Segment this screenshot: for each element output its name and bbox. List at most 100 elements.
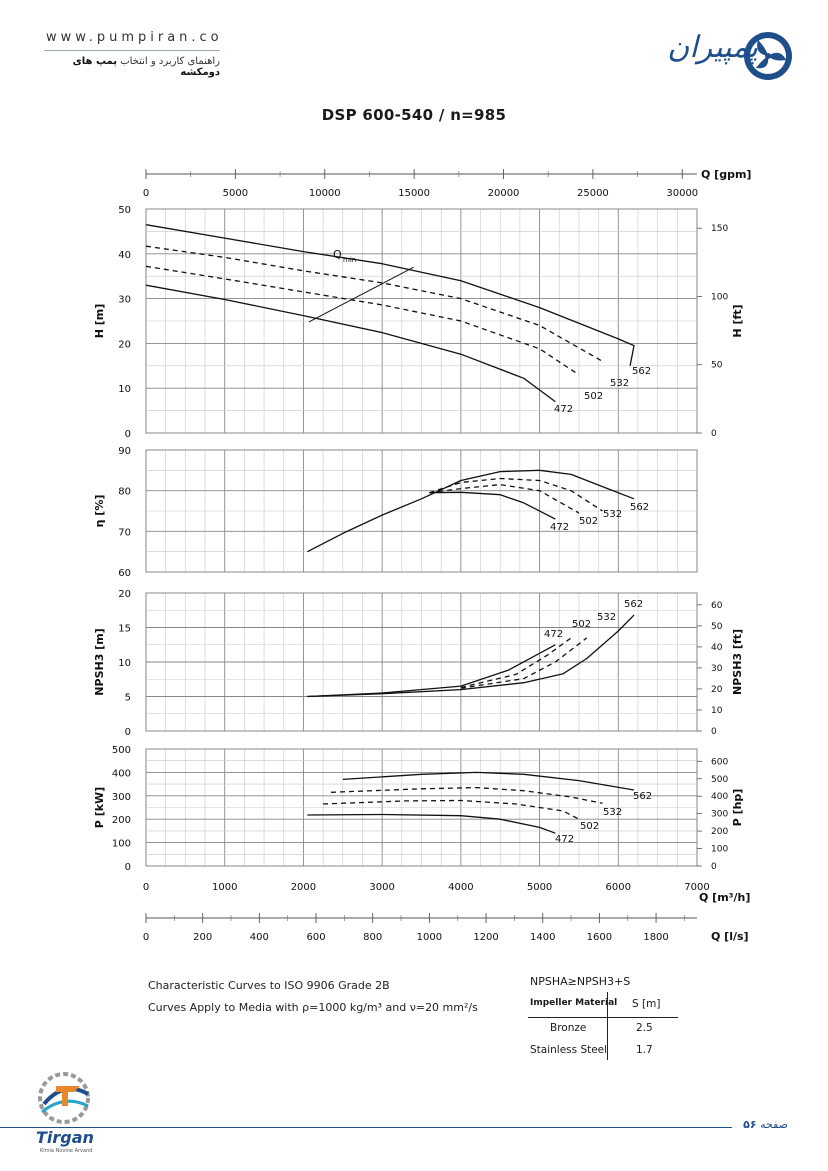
series-line-562: [307, 614, 635, 698]
ls-tick-label: 1400: [530, 932, 555, 943]
series-label-532: 532: [597, 612, 616, 623]
footer-divider: [0, 1127, 732, 1128]
y-tick-label-right: 300: [711, 810, 728, 820]
qmin-label: Q: [333, 248, 342, 261]
y-tick-label: 90: [118, 446, 131, 457]
ls-tick-label: 600: [306, 932, 325, 943]
series-line-472: [145, 284, 556, 403]
series-line-532: [429, 477, 603, 512]
m3h-tick-label: 3000: [369, 882, 394, 893]
qmin-subscript: min: [343, 256, 356, 264]
pumpiran-logo-icon: [744, 32, 792, 80]
table-header-s: S [m]: [632, 998, 661, 1010]
m3h-tick-label: 2000: [291, 882, 316, 893]
y-axis-label-right: NPSH3 [ft]: [731, 629, 744, 695]
note-media: Curves Apply to Media with ρ=1000 kg/m³ …: [148, 1001, 478, 1014]
y-tick-label-right: 600: [711, 757, 728, 767]
page-number: صفحه ۵۶: [743, 1118, 788, 1131]
chart-notes: Characteristic Curves to ISO 9906 Grade …: [148, 975, 478, 1019]
y-tick-label: 70: [118, 527, 131, 538]
ls-tick-label: 800: [363, 932, 382, 943]
y-tick-label: 40: [118, 250, 131, 261]
m3h-tick-label: 4000: [448, 882, 473, 893]
y-tick-label: 10: [118, 658, 131, 669]
series-label-562: 562: [630, 502, 649, 513]
ls-tick-label: 1200: [473, 932, 498, 943]
table-header-material: Impeller Material: [530, 998, 618, 1008]
y-axis-label-right: H [ft]: [731, 304, 744, 337]
m3h-tick-label: 6000: [606, 882, 631, 893]
series-line-502: [460, 637, 572, 689]
series-label-502: 502: [584, 391, 603, 402]
npsh-equation: NPSHA≥NPSH3+S: [530, 975, 631, 988]
series-label-532: 532: [603, 807, 622, 818]
series-line-502: [429, 483, 580, 514]
gpm-tick-label: 10000: [309, 188, 341, 199]
series-line-532: [330, 786, 603, 804]
y-tick-label: 20: [118, 339, 131, 350]
y-tick-label: 10: [118, 384, 131, 395]
y-tick-label: 200: [112, 815, 131, 826]
series-label-562: 562: [624, 599, 643, 610]
ls-tick-label: 1600: [587, 932, 612, 943]
y-tick-label-right: 40: [711, 643, 723, 653]
y-tick-label: 20: [118, 589, 131, 600]
header-subtitle-prefix: راهنمای کاربرد و انتخاب: [120, 56, 220, 67]
header-url: www.pumpiran.co: [46, 30, 223, 45]
gpm-axis-label: Q [gpm]: [701, 168, 751, 181]
gpm-tick-label: 30000: [666, 188, 698, 199]
gpm-tick-label: 15000: [398, 188, 430, 199]
table-row-s: 2.5: [636, 1022, 653, 1034]
y-tick-label: 100: [112, 839, 131, 850]
tirgan-logo: [34, 1068, 98, 1158]
y-tick-label: 0: [125, 429, 131, 440]
table-row-s: 1.7: [636, 1044, 653, 1056]
y-axis-label: NPSH3 [m]: [93, 628, 106, 695]
y-axis-label: P [kW]: [93, 787, 106, 828]
series-line-472: [307, 813, 556, 834]
series-label-472: 472: [555, 834, 574, 845]
series-label-472: 472: [544, 629, 563, 640]
y-tick-label: 0: [125, 727, 131, 738]
y-tick-label-right: 0: [711, 429, 717, 439]
series-label-472: 472: [550, 522, 569, 533]
y-tick-label-right: 200: [711, 827, 728, 837]
y-tick-label-right: 30: [711, 664, 723, 674]
y-tick-label: 400: [112, 768, 131, 779]
gpm-tick-label: 20000: [488, 188, 520, 199]
y-tick-label-right: 60: [711, 601, 723, 611]
y-tick-label-right: 50: [711, 622, 723, 632]
y-tick-label-right: 500: [711, 775, 728, 785]
ls-axis-label: Q [l/s]: [711, 930, 749, 943]
series-line-472: [429, 491, 556, 520]
m3h-tick-label: 1000: [212, 882, 237, 893]
y-tick-label: 500: [112, 745, 131, 756]
y-tick-label-right: 0: [711, 727, 717, 737]
header-subtitle: راهنمای کاربرد و انتخاب پمپ های دومکشه: [30, 56, 220, 78]
chart-title: DSP 600-540 / n=985: [321, 106, 507, 124]
ls-tick-label: 1800: [643, 932, 668, 943]
series-label-562: 562: [633, 791, 652, 802]
y-tick-label: 300: [112, 792, 131, 803]
gpm-tick-label: 25000: [577, 188, 609, 199]
y-tick-label: 0: [125, 862, 131, 873]
ls-tick-label: 0: [143, 932, 149, 943]
header-divider: [44, 50, 220, 51]
series-label-472: 472: [554, 404, 573, 415]
y-axis-label: H [m]: [93, 304, 106, 339]
series-line-472: [307, 644, 556, 698]
y-tick-label-right: 400: [711, 792, 728, 802]
y-tick-label-right: 150: [711, 224, 728, 234]
ls-tick-label: 200: [193, 932, 212, 943]
brand-name: پمپیران: [667, 30, 758, 65]
series-label-532: 532: [610, 378, 629, 389]
y-tick-label-right: 10: [711, 706, 723, 716]
ls-tick-label: 1000: [417, 932, 442, 943]
series-label-502: 502: [579, 516, 598, 527]
table-divider: [607, 992, 608, 1060]
series-label-532: 532: [603, 509, 622, 520]
page-number-value: ۵۶: [743, 1118, 757, 1131]
y-tick-label-right: 50: [711, 361, 723, 371]
ls-tick-label: 400: [250, 932, 269, 943]
series-line-502: [323, 799, 580, 820]
